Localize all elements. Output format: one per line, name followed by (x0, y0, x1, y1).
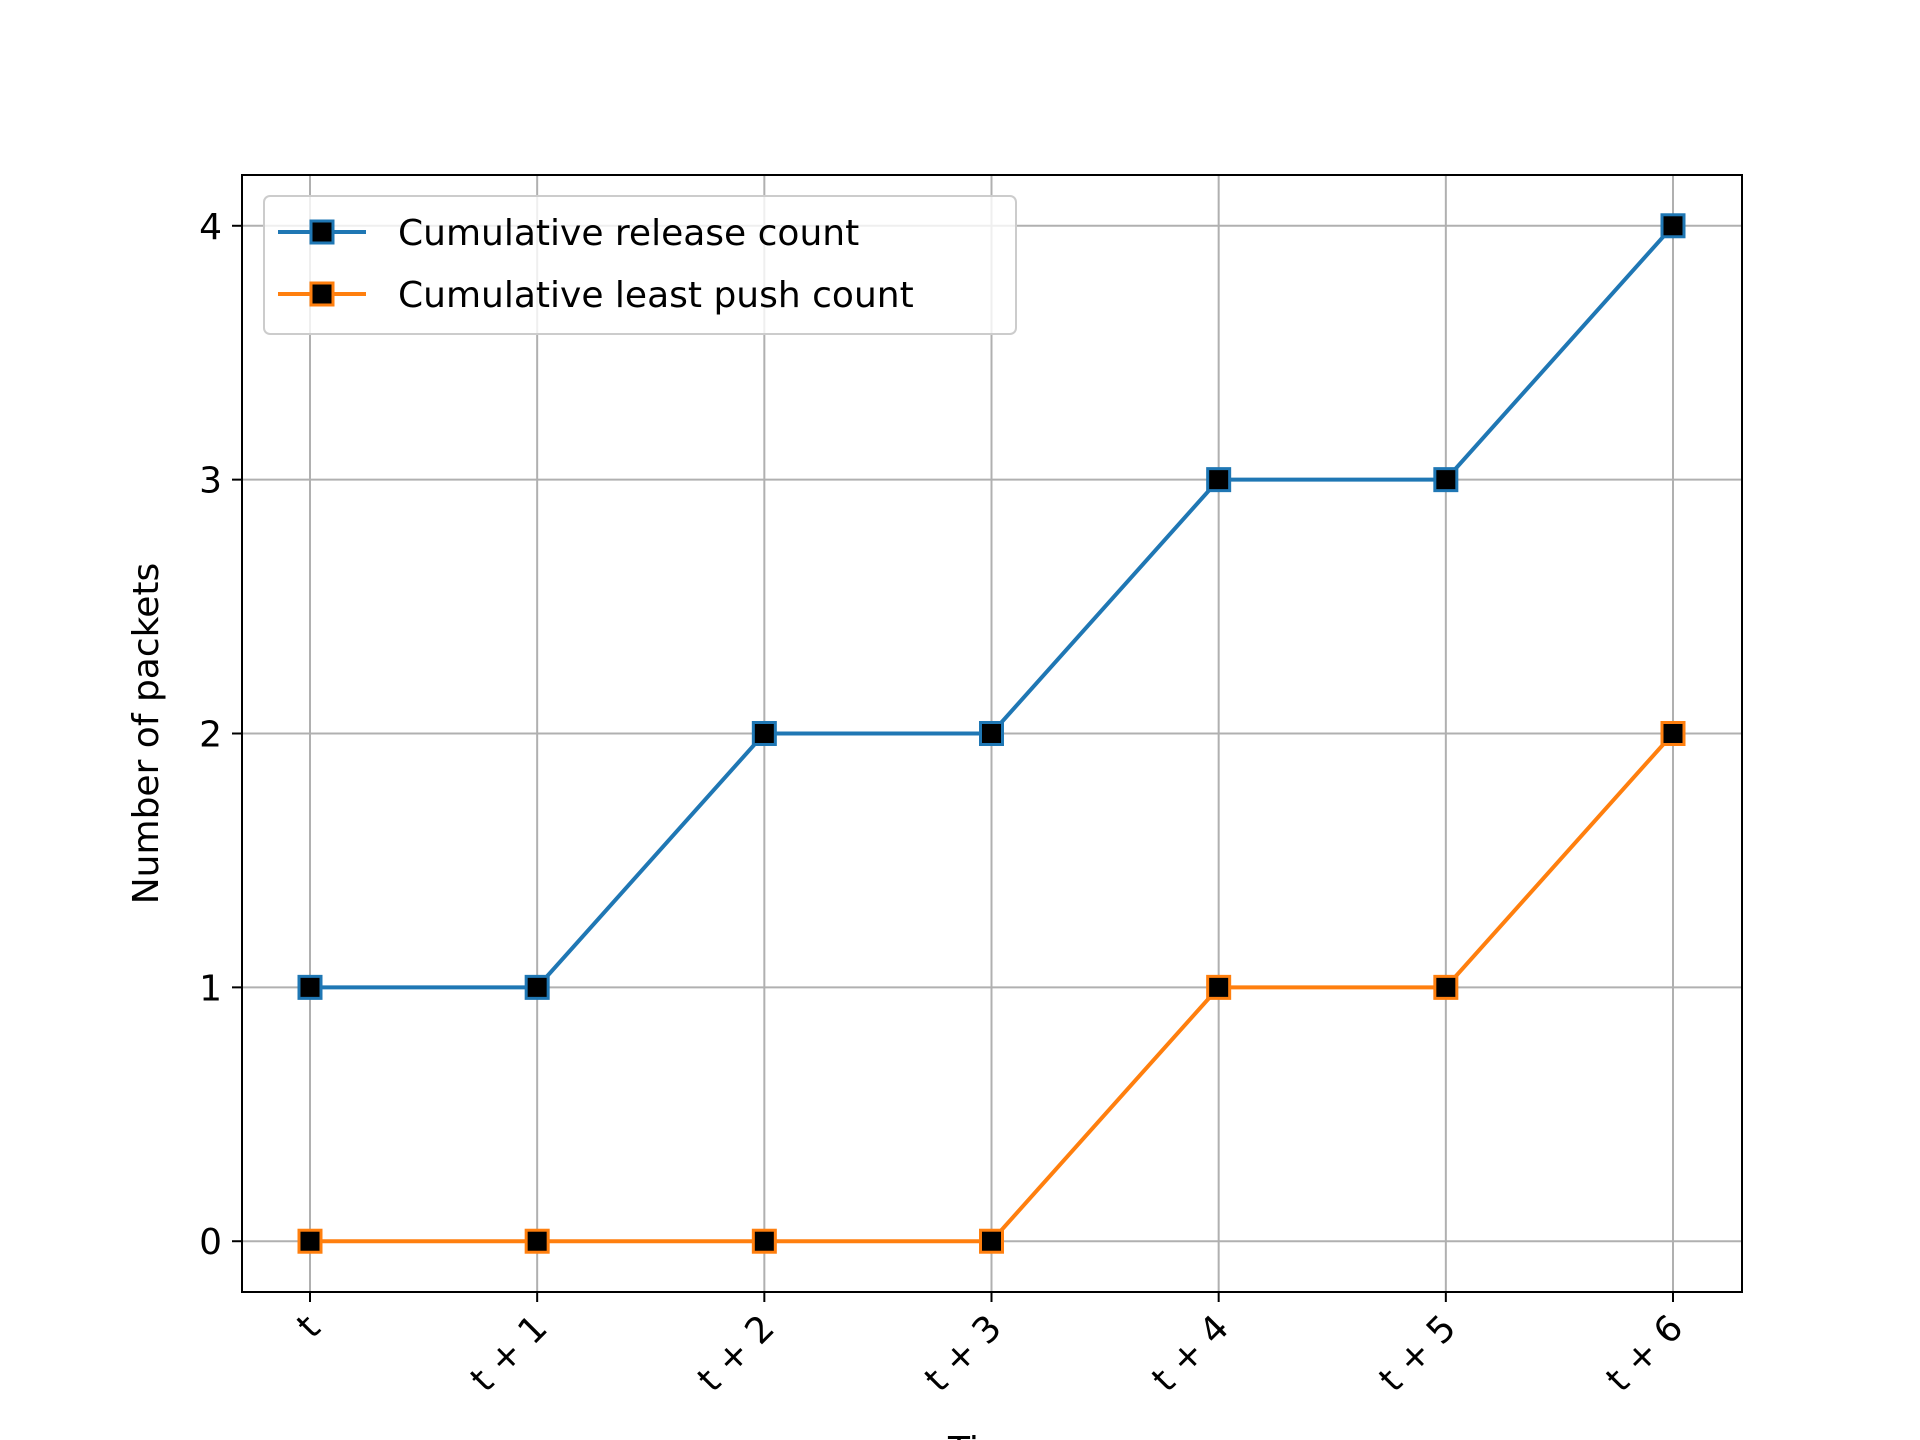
y-tick-label: 3 (199, 461, 222, 502)
x-tick-label: t + 1 (463, 1307, 556, 1400)
legend-marker (309, 281, 335, 307)
y-tick-label: 4 (199, 207, 222, 248)
legend-label: Cumulative release count (398, 213, 859, 254)
legend-label: Cumulative least push count (398, 275, 914, 316)
y-tick-label: 2 (199, 715, 222, 756)
legend-entry: Cumulative least push count (278, 275, 914, 316)
data-point (1660, 721, 1686, 746)
x-tick-label: t + 4 (1144, 1307, 1237, 1400)
data-point (751, 1228, 777, 1254)
data-point (524, 974, 550, 1000)
data-point (979, 1228, 1004, 1254)
x-tick-label: t + 3 (917, 1307, 1010, 1400)
data-point (1660, 213, 1686, 239)
data-point (297, 1228, 323, 1254)
y-axis-label: Number of packets (126, 563, 167, 905)
data-point (751, 721, 777, 746)
legend-box (263, 195, 1017, 335)
data-point (1433, 974, 1459, 1000)
y-tick-label: 0 (199, 1222, 222, 1263)
series-layer (297, 213, 1686, 1254)
series-1 (297, 213, 1686, 1000)
data-point (524, 1228, 550, 1254)
data-point (1433, 467, 1459, 493)
x-tick-label: t + 6 (1599, 1307, 1692, 1400)
y-tick-label: 1 (199, 968, 222, 1009)
legend-entry: Cumulative release count (278, 213, 859, 254)
legend: Cumulative release count Cumulative least… (263, 195, 1017, 335)
x-tick-label: t (289, 1307, 328, 1346)
ticks: t t + 1 t + 2 t + 3 t + 4 t + 5 t + 6 0 1 2 3 4 (199, 207, 1691, 1400)
series-2 (297, 721, 1686, 1254)
x-tick-label: t + 2 (690, 1307, 783, 1400)
x-tick-label: t + 5 (1372, 1307, 1465, 1400)
data-point (1206, 974, 1232, 1000)
data-point (297, 974, 323, 1000)
data-point (979, 721, 1004, 746)
legend-marker (309, 219, 335, 245)
x-axis-label: Time (947, 1430, 1036, 1440)
data-point (1206, 467, 1232, 493)
